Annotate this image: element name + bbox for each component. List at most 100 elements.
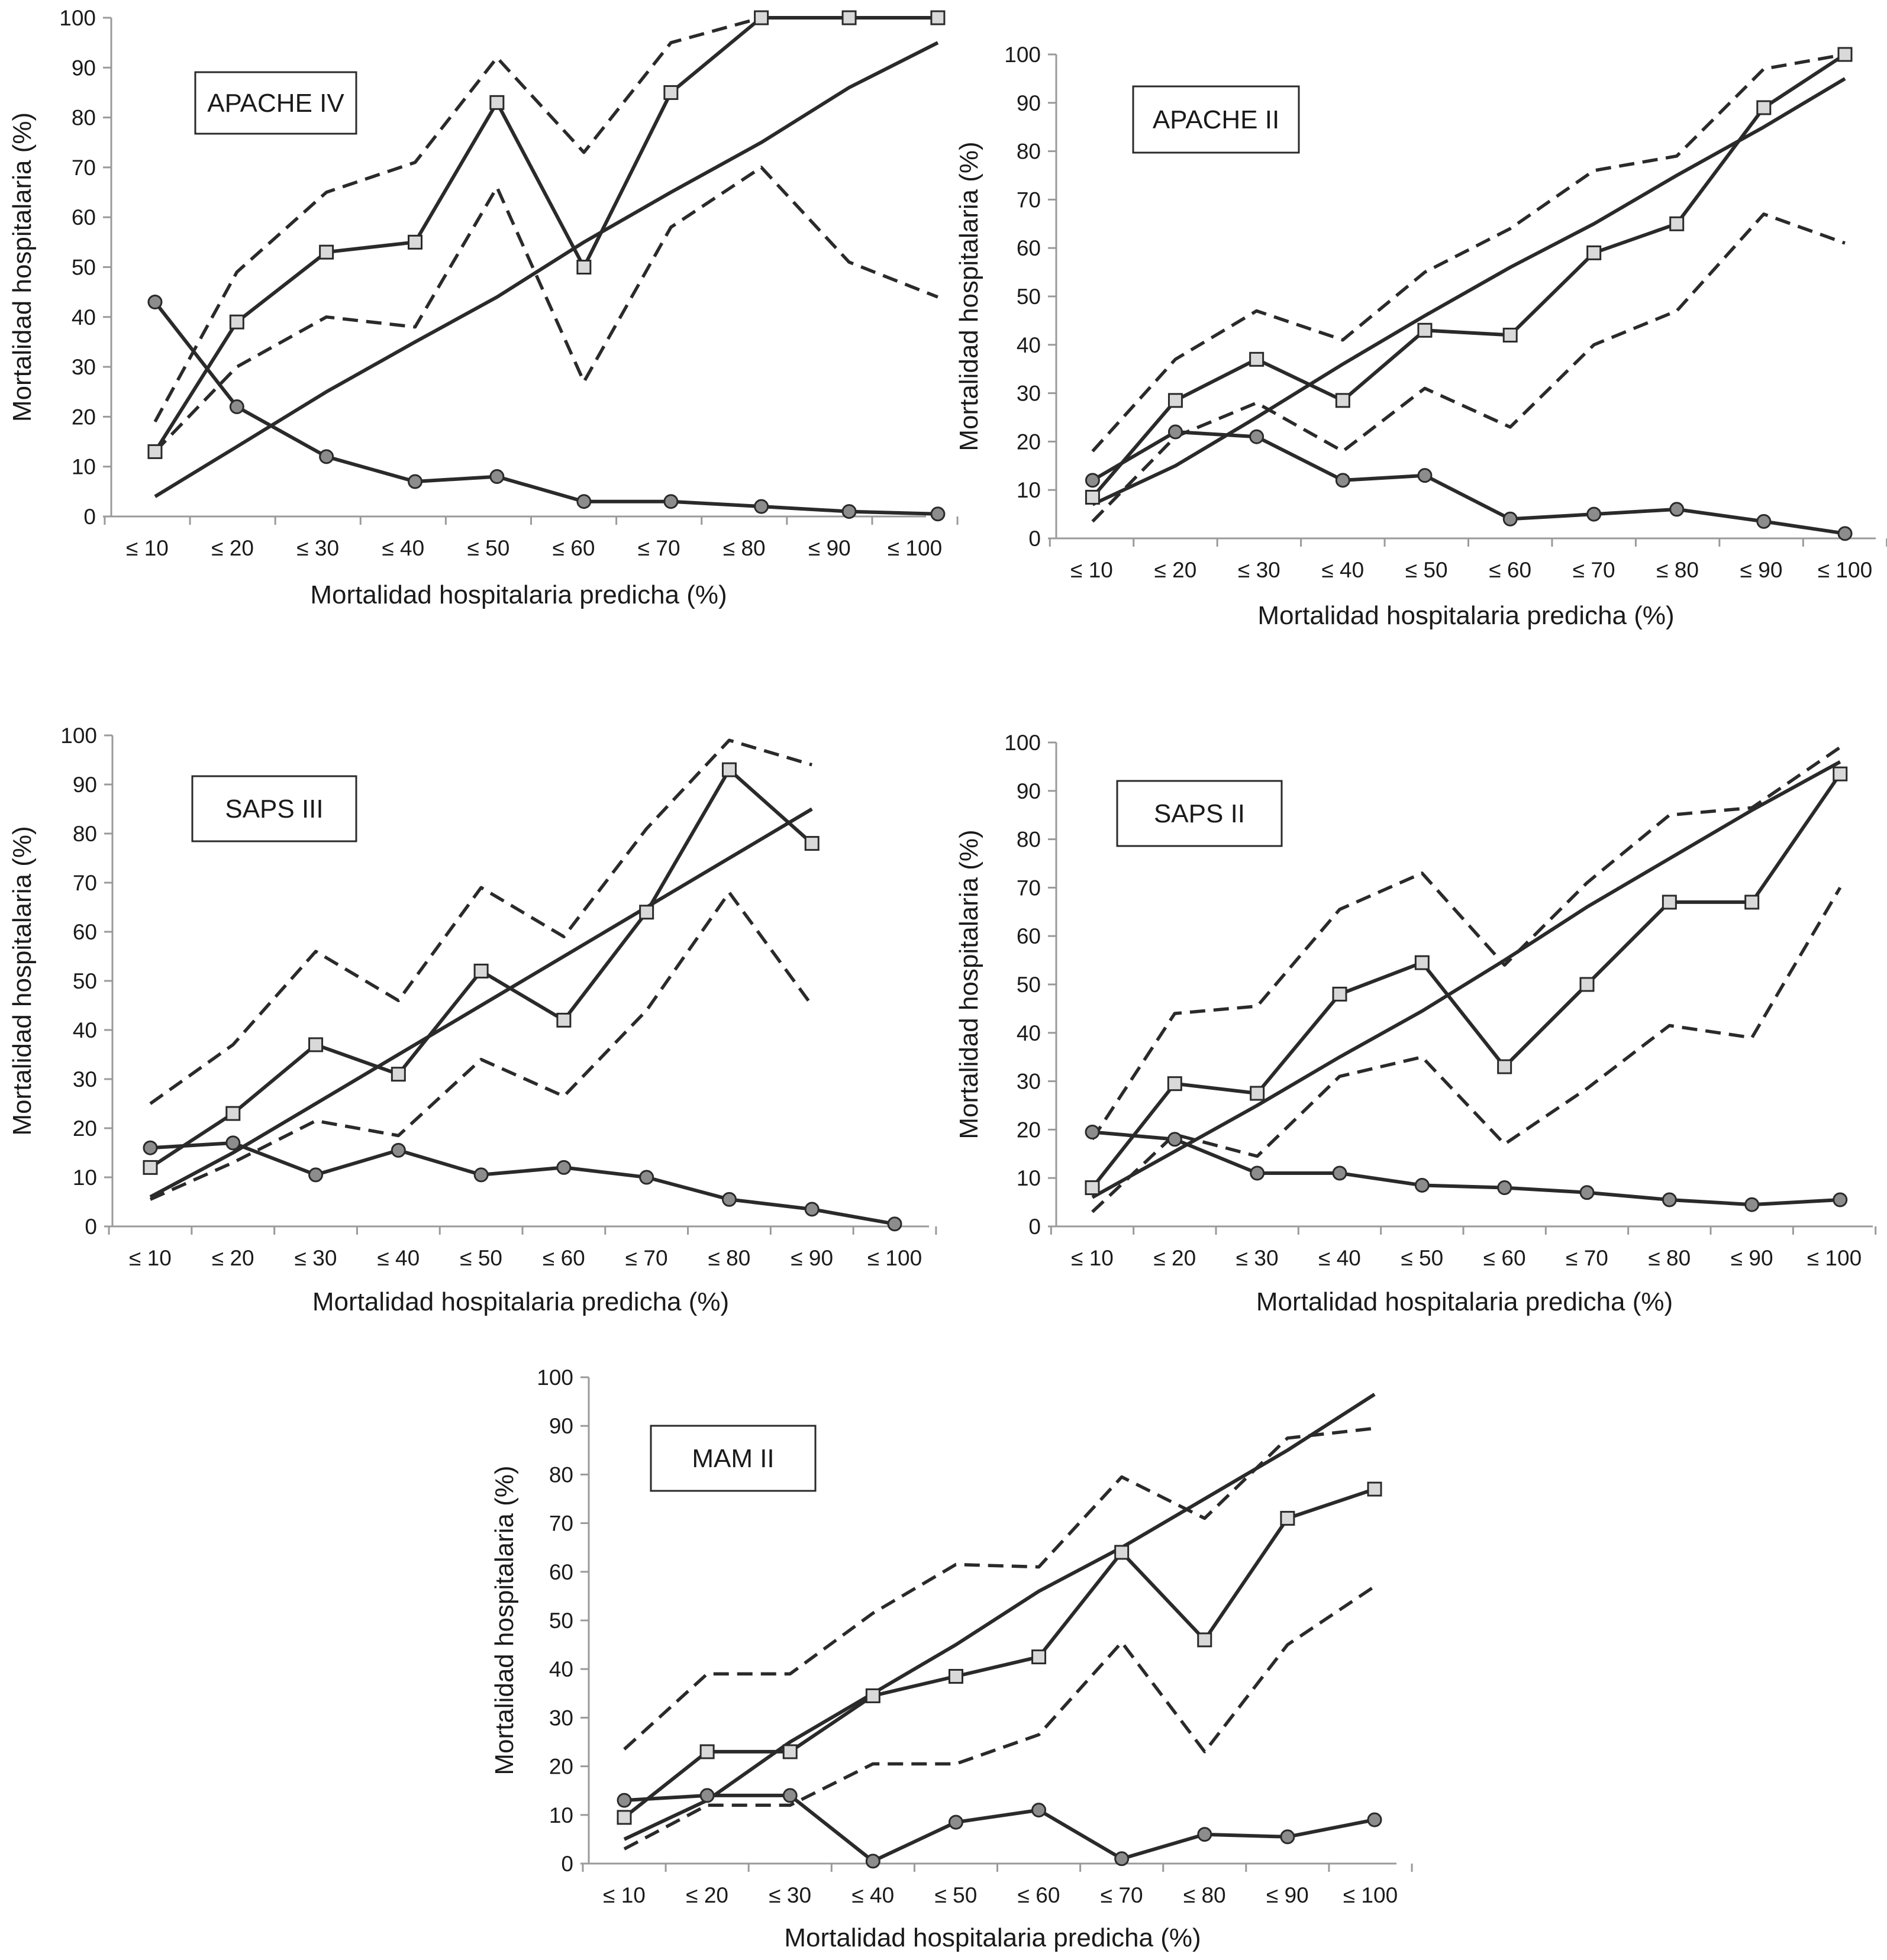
confidence-limit-line bbox=[1091, 212, 1846, 523]
chart-panel-mam-ii: 0 10 20 30 40 50 60 70 80 90 100 ≤ 10 ≤ 20 ≤ 30 ≤ 40 ≤ … bbox=[490, 1365, 1413, 1952]
panel-title: APACHE IV bbox=[207, 89, 344, 118]
y-tick-label: 10 bbox=[1017, 478, 1041, 502]
x-tick-label: ≤ 90 bbox=[808, 536, 851, 560]
x-tick-label: ≤ 70 bbox=[625, 1246, 668, 1270]
circle-point bbox=[930, 506, 946, 522]
square-point bbox=[721, 762, 737, 777]
y-tick-label: 0 bbox=[83, 505, 96, 529]
y-tick-label: 80 bbox=[1017, 140, 1041, 164]
y-tick-label: 80 bbox=[1017, 828, 1041, 852]
observed-series-line bbox=[153, 16, 938, 453]
y-tick-label: 90 bbox=[1017, 779, 1041, 803]
circle-point bbox=[887, 1216, 902, 1232]
circle-point bbox=[1114, 1851, 1130, 1867]
square-point bbox=[229, 314, 244, 330]
x-tick-label: ≤ 80 bbox=[708, 1246, 751, 1270]
circle-point bbox=[1502, 511, 1518, 527]
x-axis-label: Mortalidad hospitalaria predicha (%) bbox=[312, 1287, 729, 1316]
x-tick-label: ≤ 50 bbox=[460, 1246, 502, 1270]
square-point bbox=[1744, 895, 1760, 910]
y-tick-label: 10 bbox=[1017, 1166, 1041, 1190]
circle-point bbox=[1417, 468, 1433, 483]
circle-point bbox=[663, 494, 679, 509]
square-point bbox=[1280, 1510, 1295, 1526]
x-tick-label: ≤ 10 bbox=[1071, 1246, 1114, 1270]
square-point bbox=[1114, 1545, 1130, 1560]
circle-point bbox=[1497, 1180, 1512, 1196]
y-tick-label: 10 bbox=[73, 1165, 97, 1190]
square-point bbox=[473, 963, 489, 979]
x-tick-label: ≤ 10 bbox=[603, 1883, 646, 1907]
y-tick-label: 70 bbox=[549, 1512, 573, 1536]
frequency-series-line bbox=[153, 301, 938, 516]
confidence-limit-line bbox=[1091, 53, 1846, 453]
circle-point bbox=[1414, 1177, 1430, 1193]
x-tick-label: ≤ 40 bbox=[1318, 1246, 1361, 1270]
x-tick-label: ≤ 90 bbox=[1731, 1246, 1773, 1270]
confidence-limit-line bbox=[1091, 745, 1841, 1141]
circle-point bbox=[1662, 1192, 1677, 1207]
square-point bbox=[1497, 1059, 1512, 1074]
circle-point bbox=[754, 499, 769, 514]
panel-title: MAM II bbox=[692, 1444, 774, 1473]
square-point bbox=[1837, 47, 1853, 62]
x-tick-label: ≤ 40 bbox=[382, 536, 424, 560]
chart-panel-saps-ii: 0 10 20 30 40 50 60 70 80 90 100 ≤ 10 ≤ 20 ≤ 30 ≤ 40 ≤ … bbox=[954, 731, 1877, 1316]
y-axis-label: Mortalidad hospitalaria (%) bbox=[954, 141, 983, 451]
square-point bbox=[841, 10, 857, 25]
circle-point bbox=[1085, 1124, 1100, 1139]
x-tick-label: ≤ 30 bbox=[295, 1246, 337, 1270]
x-tick-label: ≤ 90 bbox=[1266, 1883, 1309, 1907]
confidence-limit-line bbox=[1091, 887, 1842, 1213]
circle-point bbox=[782, 1788, 798, 1803]
confidence-limit-line bbox=[149, 738, 812, 1105]
y-axis-label: Mortalidad hospitalaria (%) bbox=[490, 1465, 519, 1775]
circle-point bbox=[1367, 1812, 1382, 1827]
x-tick-label: ≤ 70 bbox=[1101, 1883, 1143, 1907]
circle-point bbox=[721, 1192, 737, 1207]
square-point bbox=[408, 234, 423, 250]
x-tick-label: ≤ 50 bbox=[467, 536, 510, 560]
circle-point bbox=[1280, 1829, 1295, 1845]
panel-title-box bbox=[1116, 780, 1283, 847]
square-point bbox=[1669, 216, 1685, 231]
x-tick-label: ≤ 60 bbox=[1483, 1246, 1526, 1270]
y-tick-label: 0 bbox=[85, 1215, 97, 1239]
circle-point bbox=[699, 1788, 715, 1803]
x-tick-label: ≤ 100 bbox=[1343, 1883, 1398, 1907]
y-tick-label: 60 bbox=[72, 205, 96, 230]
y-tick-label: 100 bbox=[60, 724, 97, 748]
y-tick-label: 30 bbox=[72, 355, 96, 379]
frequency-series-line bbox=[1092, 1130, 1840, 1207]
y-tick-label: 70 bbox=[1017, 188, 1041, 212]
circle-point bbox=[1249, 429, 1265, 444]
y-tick-label: 100 bbox=[59, 6, 96, 30]
square-point bbox=[391, 1067, 406, 1082]
x-tick-label: ≤ 60 bbox=[1018, 1883, 1060, 1907]
frequency-series-line bbox=[624, 1793, 1375, 1863]
panel-title-box bbox=[194, 71, 357, 135]
y-tick-label: 50 bbox=[1017, 285, 1041, 309]
circle-point bbox=[804, 1202, 820, 1217]
x-tick-label: ≤ 40 bbox=[377, 1246, 420, 1270]
circle-point bbox=[576, 494, 592, 509]
circle-point bbox=[225, 1135, 241, 1151]
circle-point bbox=[1579, 1185, 1595, 1200]
y-tick-label: 60 bbox=[1017, 924, 1041, 948]
circle-point bbox=[865, 1854, 880, 1869]
y-tick-label: 90 bbox=[549, 1414, 573, 1438]
circle-point bbox=[319, 449, 334, 464]
square-point bbox=[1197, 1632, 1212, 1648]
square-point bbox=[1167, 393, 1183, 408]
x-axis-label: Mortalidad hospitalaria predicha (%) bbox=[1257, 601, 1674, 630]
chart-panel-saps-iii: 0 10 20 30 40 50 60 70 80 90 100 ≤ 10 ≤ 20 ≤ 30 ≤ 40 ≤ … bbox=[8, 724, 937, 1316]
square-point bbox=[1031, 1649, 1047, 1665]
circle-point bbox=[1197, 1827, 1212, 1842]
square-point bbox=[1085, 489, 1100, 505]
x-tick-label: ≤ 40 bbox=[851, 1883, 894, 1907]
circle-point bbox=[391, 1142, 406, 1158]
square-point bbox=[617, 1810, 632, 1825]
y-tick-label: 20 bbox=[72, 405, 96, 429]
x-tick-label: ≤ 30 bbox=[769, 1883, 811, 1907]
x-tick-label: ≤ 20 bbox=[686, 1883, 728, 1907]
